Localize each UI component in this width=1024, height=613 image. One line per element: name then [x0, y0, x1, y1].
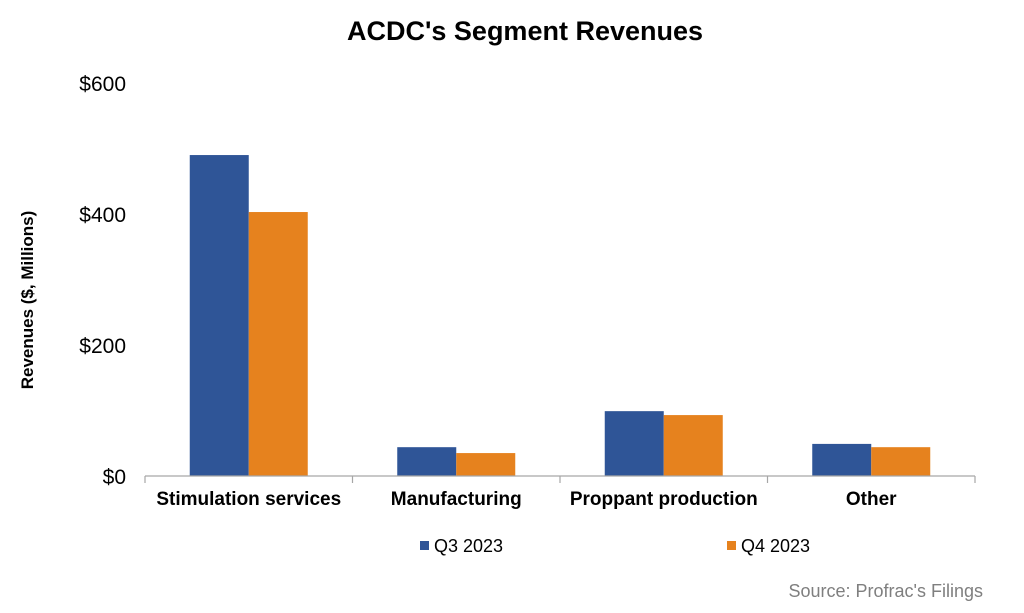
y-tick-label: $0: [103, 466, 126, 489]
legend-swatch: [420, 541, 429, 550]
bar-q4-2023: [871, 447, 931, 476]
bar-q3-2023: [397, 447, 457, 476]
y-tick-label: $200: [79, 335, 126, 358]
x-axis-ticks: Stimulation services Manufacturing Proppan…: [144, 476, 976, 510]
bar-q4-2023: [456, 453, 516, 476]
bar-q4-2023: [663, 415, 723, 476]
y-axis-ticks: $0 $200 $400 $600: [79, 73, 126, 489]
y-axis-label: Revenues ($, Millions): [18, 211, 37, 390]
legend: Q3 2023 Q4 2023: [420, 536, 810, 556]
x-tick-label: Manufacturing: [391, 489, 522, 510]
source-note: Source: Profrac's Filings: [788, 581, 983, 601]
legend-label: Q4 2023: [741, 536, 810, 556]
bar-q3-2023: [812, 443, 872, 476]
bars: [189, 155, 931, 477]
chart-title: ACDC's Segment Revenues: [347, 16, 703, 46]
bar-q4-2023: [248, 212, 308, 476]
x-tick-label: Stimulation services: [156, 489, 341, 510]
legend-swatch: [727, 541, 736, 550]
legend-label: Q3 2023: [434, 536, 503, 556]
bar-q3-2023: [604, 411, 664, 476]
y-tick-label: $400: [79, 204, 126, 227]
x-tick-label: Other: [846, 489, 897, 510]
y-tick-label: $600: [79, 73, 126, 96]
bar-q3-2023: [189, 155, 249, 477]
x-tick-label: Proppant production: [570, 489, 758, 510]
